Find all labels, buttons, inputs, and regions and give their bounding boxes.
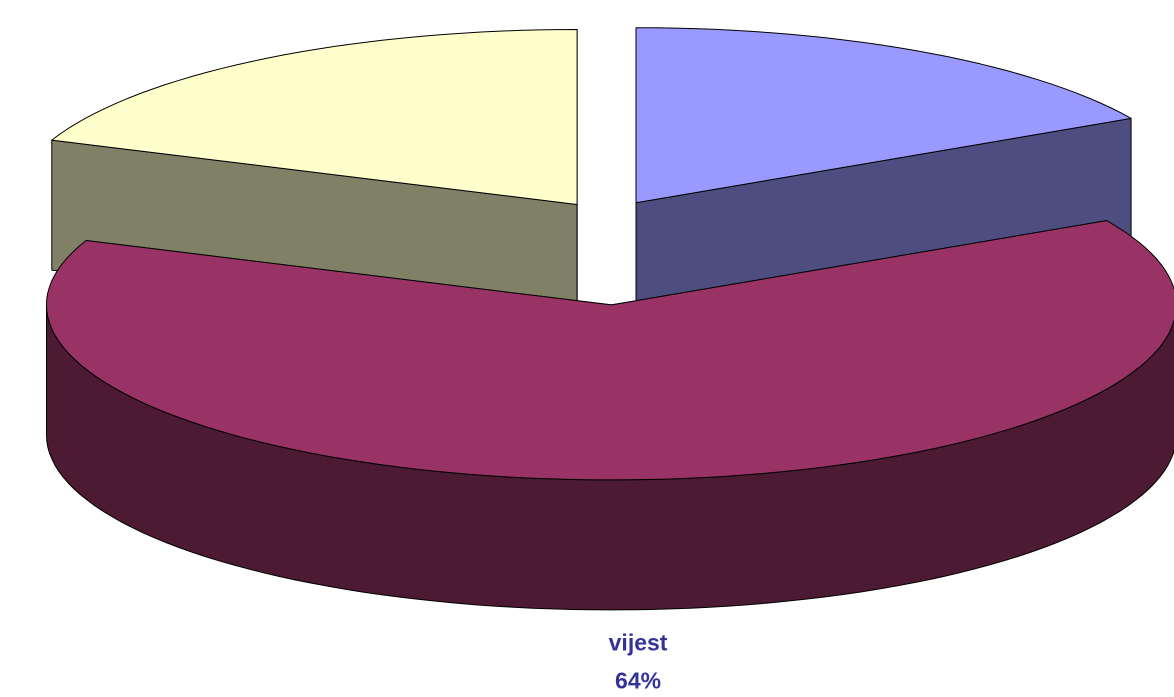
pie-slice — [46, 220, 1174, 611]
pie-slice — [635, 27, 1132, 334]
slice-value-label: 64% — [615, 668, 661, 694]
slice-top — [46, 220, 1174, 481]
slice-label: vijest — [609, 630, 668, 656]
slice-top — [51, 29, 578, 205]
slice-top — [635, 27, 1132, 204]
